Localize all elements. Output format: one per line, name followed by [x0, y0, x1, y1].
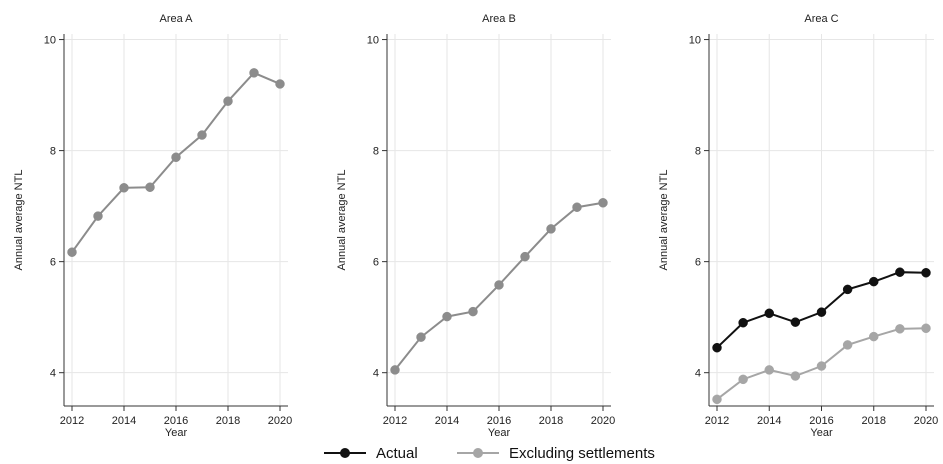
- x-tick-label: 2012: [60, 415, 84, 427]
- data-point: [842, 284, 853, 295]
- data-point: [869, 331, 879, 342]
- legend-label-excluding-settlements: Excluding settlements: [509, 444, 655, 462]
- data-point: [895, 324, 905, 334]
- data-point: [790, 317, 801, 327]
- y-tick-label: 8: [50, 146, 56, 158]
- data-point: [520, 251, 530, 262]
- data-point: [842, 340, 853, 350]
- data-point: [921, 323, 931, 334]
- chart-title: Area B: [482, 13, 516, 25]
- x-tick-label: 2018: [539, 415, 563, 427]
- data-point: [816, 361, 827, 371]
- y-tick-label: 4: [50, 368, 56, 380]
- data-point: [598, 198, 608, 208]
- data-point: [390, 365, 400, 375]
- data-point: [468, 306, 478, 317]
- x-tick-label: 2018: [862, 415, 886, 427]
- x-tick-label: 2016: [487, 415, 511, 427]
- data-point: [738, 317, 748, 328]
- x-axis-label: Year: [810, 427, 833, 439]
- x-tick-label: 2012: [705, 415, 729, 427]
- x-tick-label: 2020: [914, 415, 938, 427]
- y-tick-label: 4: [373, 368, 379, 380]
- data-point: [816, 307, 827, 317]
- y-tick-label: 8: [373, 146, 379, 158]
- legend-label-actual: Actual: [376, 444, 418, 462]
- data-point: [494, 280, 504, 290]
- chart-panel-2: 4 6 8 10 2012 2014 2016 2018 2020 Area B Year Annua…: [336, 13, 615, 439]
- data-point: [869, 276, 879, 287]
- x-tick-label: 2020: [268, 415, 292, 427]
- y-tick-label: 10: [367, 35, 379, 47]
- data-point: [921, 267, 931, 278]
- chart-panel-3: 4 6 8 10 2012 2014 2016 2018 2020 Area C Year Annua…: [658, 13, 938, 439]
- legend: Actual Excluding settlements: [0, 442, 943, 464]
- data-point: [171, 152, 181, 163]
- y-tick-label: 6: [373, 257, 379, 269]
- legend-marker-excluding-settlements: [457, 448, 499, 458]
- data-point: [223, 96, 233, 106]
- legend-item-excluding-settlements: Excluding settlements: [455, 442, 655, 464]
- y-tick-label: 6: [695, 257, 701, 269]
- data-point: [197, 130, 207, 140]
- x-axis-label: Year: [165, 427, 188, 439]
- y-tick-label: 6: [50, 257, 56, 269]
- legend-item-actual: Actual: [322, 442, 418, 464]
- x-tick-label: 2016: [809, 415, 833, 427]
- y-tick-label: 8: [695, 146, 701, 158]
- chart-panel-1: 4 6 8 10 2012 2014 2016 2018 2020 Area A Year Annua…: [13, 13, 292, 439]
- data-point: [764, 365, 774, 375]
- data-point: [712, 342, 722, 353]
- y-axis-label: Annual average NTL: [13, 170, 25, 271]
- data-point: [764, 308, 774, 319]
- x-tick-label: 2020: [591, 415, 615, 427]
- data-point: [895, 267, 905, 277]
- legend-marker-actual: [324, 448, 366, 458]
- charts-svg: 4 6 8 10 2012 2014 2016 2018 2020 Area A Year Annua…: [13, 13, 938, 439]
- data-point: [275, 79, 285, 89]
- x-tick-label: 2018: [216, 415, 240, 427]
- x-tick-label: 2012: [383, 415, 407, 427]
- x-tick-label: 2014: [435, 415, 459, 427]
- x-tick-label: 2016: [164, 415, 188, 427]
- y-tick-label: 4: [695, 368, 701, 380]
- data-point: [93, 211, 103, 221]
- x-axis-label: Year: [488, 427, 511, 439]
- y-tick-label: 10: [689, 35, 701, 47]
- y-axis-label: Annual average NTL: [336, 170, 348, 271]
- y-axis-label: Annual average NTL: [658, 170, 670, 271]
- y-tick-label: 10: [44, 35, 56, 47]
- data-point: [249, 68, 259, 78]
- data-point: [738, 374, 748, 385]
- data-point: [119, 183, 129, 193]
- x-tick-label: 2014: [757, 415, 781, 427]
- data-point: [546, 224, 556, 234]
- data-point: [442, 311, 452, 322]
- data-point: [572, 202, 582, 212]
- data-point: [416, 332, 426, 342]
- data-point: [712, 394, 722, 405]
- chart-title: Area C: [804, 13, 838, 25]
- data-point: [145, 182, 155, 192]
- chart-title: Area A: [159, 13, 193, 25]
- data-point: [67, 247, 77, 257]
- x-tick-label: 2014: [112, 415, 136, 427]
- data-point: [790, 371, 801, 381]
